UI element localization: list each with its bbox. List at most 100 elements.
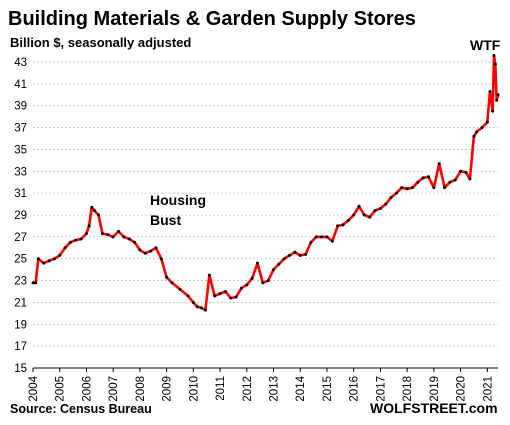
data-point bbox=[186, 294, 190, 298]
annotation-wtf: WTF bbox=[470, 37, 501, 53]
data-point bbox=[90, 205, 94, 209]
data-point bbox=[325, 235, 329, 239]
data-point bbox=[159, 257, 163, 261]
data-point bbox=[195, 305, 199, 309]
data-point bbox=[218, 292, 222, 296]
x-tick-label: 2020 bbox=[456, 376, 468, 402]
source-note: Source: Census Bureau bbox=[10, 402, 152, 416]
data-point bbox=[250, 276, 254, 280]
data-point bbox=[357, 204, 361, 208]
data-point bbox=[309, 240, 313, 244]
x-tick-label: 2008 bbox=[135, 376, 147, 402]
data-point bbox=[492, 53, 496, 57]
data-point bbox=[191, 300, 195, 304]
y-axis-ticks: 15 17 19 21 23 25 27 29 31 33 35 37 39 41 43 bbox=[14, 57, 27, 375]
annotation-housing-bust-line2: Bust bbox=[150, 212, 181, 228]
x-tick-label: 2018 bbox=[402, 376, 414, 402]
data-point bbox=[58, 253, 62, 257]
data-point bbox=[368, 215, 372, 219]
data-point bbox=[229, 296, 233, 300]
series-line bbox=[31, 54, 500, 312]
y-tick-label: 27 bbox=[14, 232, 27, 244]
data-point bbox=[122, 235, 126, 239]
x-tick-label: 2015 bbox=[322, 376, 334, 402]
data-point bbox=[63, 246, 67, 250]
data-point bbox=[400, 186, 404, 190]
data-point bbox=[495, 98, 499, 102]
y-tick-label: 39 bbox=[14, 101, 27, 113]
data-point bbox=[488, 90, 492, 94]
data-point bbox=[459, 169, 463, 173]
x-tick-label: 2017 bbox=[375, 376, 387, 402]
data-point bbox=[443, 186, 447, 190]
y-tick-label: 17 bbox=[14, 341, 27, 353]
data-point bbox=[472, 134, 476, 138]
data-point bbox=[330, 239, 334, 243]
data-point bbox=[223, 290, 227, 293]
data-point bbox=[475, 130, 479, 134]
data-point bbox=[74, 238, 78, 242]
x-axis-ticks: 2004 2005 2006 2007 2008 2009 2010 2011 2012 2013… bbox=[28, 368, 494, 402]
data-point bbox=[239, 286, 243, 290]
data-point bbox=[277, 262, 281, 266]
data-point bbox=[272, 268, 276, 272]
x-tick-label: 2021 bbox=[482, 376, 494, 402]
data-point bbox=[255, 261, 259, 265]
x-tick-label: 2012 bbox=[242, 376, 254, 402]
y-tick-label: 43 bbox=[14, 57, 27, 69]
data-point bbox=[203, 308, 207, 312]
data-point bbox=[42, 261, 46, 265]
x-tick-label: 2016 bbox=[349, 376, 361, 402]
annotation-housing-bust-line1: Housing bbox=[150, 192, 206, 208]
y-tick-label: 23 bbox=[14, 276, 27, 288]
data-point bbox=[178, 287, 182, 291]
data-point bbox=[416, 180, 420, 184]
data-point bbox=[480, 126, 484, 130]
y-tick-label: 29 bbox=[14, 210, 27, 222]
data-point bbox=[106, 233, 110, 237]
data-point bbox=[336, 224, 340, 228]
data-point bbox=[154, 246, 158, 250]
series-layer bbox=[31, 53, 500, 312]
y-tick-label: 41 bbox=[14, 79, 27, 91]
data-point bbox=[92, 209, 96, 213]
data-point bbox=[432, 186, 436, 190]
data-point bbox=[341, 223, 345, 227]
data-point bbox=[437, 162, 441, 166]
x-tick-label: 2009 bbox=[162, 376, 174, 402]
data-point bbox=[143, 251, 147, 255]
x-tick-label: 2006 bbox=[81, 376, 93, 402]
y-tick-label: 31 bbox=[14, 188, 27, 200]
data-point bbox=[165, 275, 169, 279]
data-point bbox=[199, 306, 203, 310]
data-point bbox=[133, 240, 137, 244]
brand-watermark: WOLFSTREET.com bbox=[370, 400, 498, 416]
data-point bbox=[314, 235, 318, 239]
data-point bbox=[96, 213, 100, 217]
x-tick-label: 2013 bbox=[269, 376, 281, 402]
y-tick-label: 25 bbox=[14, 254, 27, 266]
data-point bbox=[405, 187, 409, 191]
y-tick-label: 33 bbox=[14, 166, 27, 178]
data-point bbox=[464, 170, 468, 174]
chart-title: Building Materials & Garden Supply Store… bbox=[8, 8, 416, 30]
data-point bbox=[320, 235, 324, 239]
data-point bbox=[389, 196, 393, 200]
data-point bbox=[170, 281, 174, 285]
data-point bbox=[288, 253, 292, 257]
data-point bbox=[68, 240, 72, 244]
data-point bbox=[491, 109, 495, 113]
data-point bbox=[378, 206, 382, 210]
chart-subtitle: Billion $, seasonally adjusted bbox=[10, 35, 191, 50]
data-point bbox=[346, 218, 350, 222]
data-point bbox=[298, 253, 302, 257]
data-point bbox=[427, 175, 431, 179]
x-tick-label: 2010 bbox=[188, 376, 200, 402]
data-point bbox=[52, 257, 56, 261]
x-tick-label: 2005 bbox=[55, 376, 67, 402]
data-point bbox=[448, 180, 452, 184]
y-tick-label: 19 bbox=[14, 319, 27, 331]
data-point bbox=[47, 259, 51, 263]
data-point bbox=[127, 237, 131, 241]
